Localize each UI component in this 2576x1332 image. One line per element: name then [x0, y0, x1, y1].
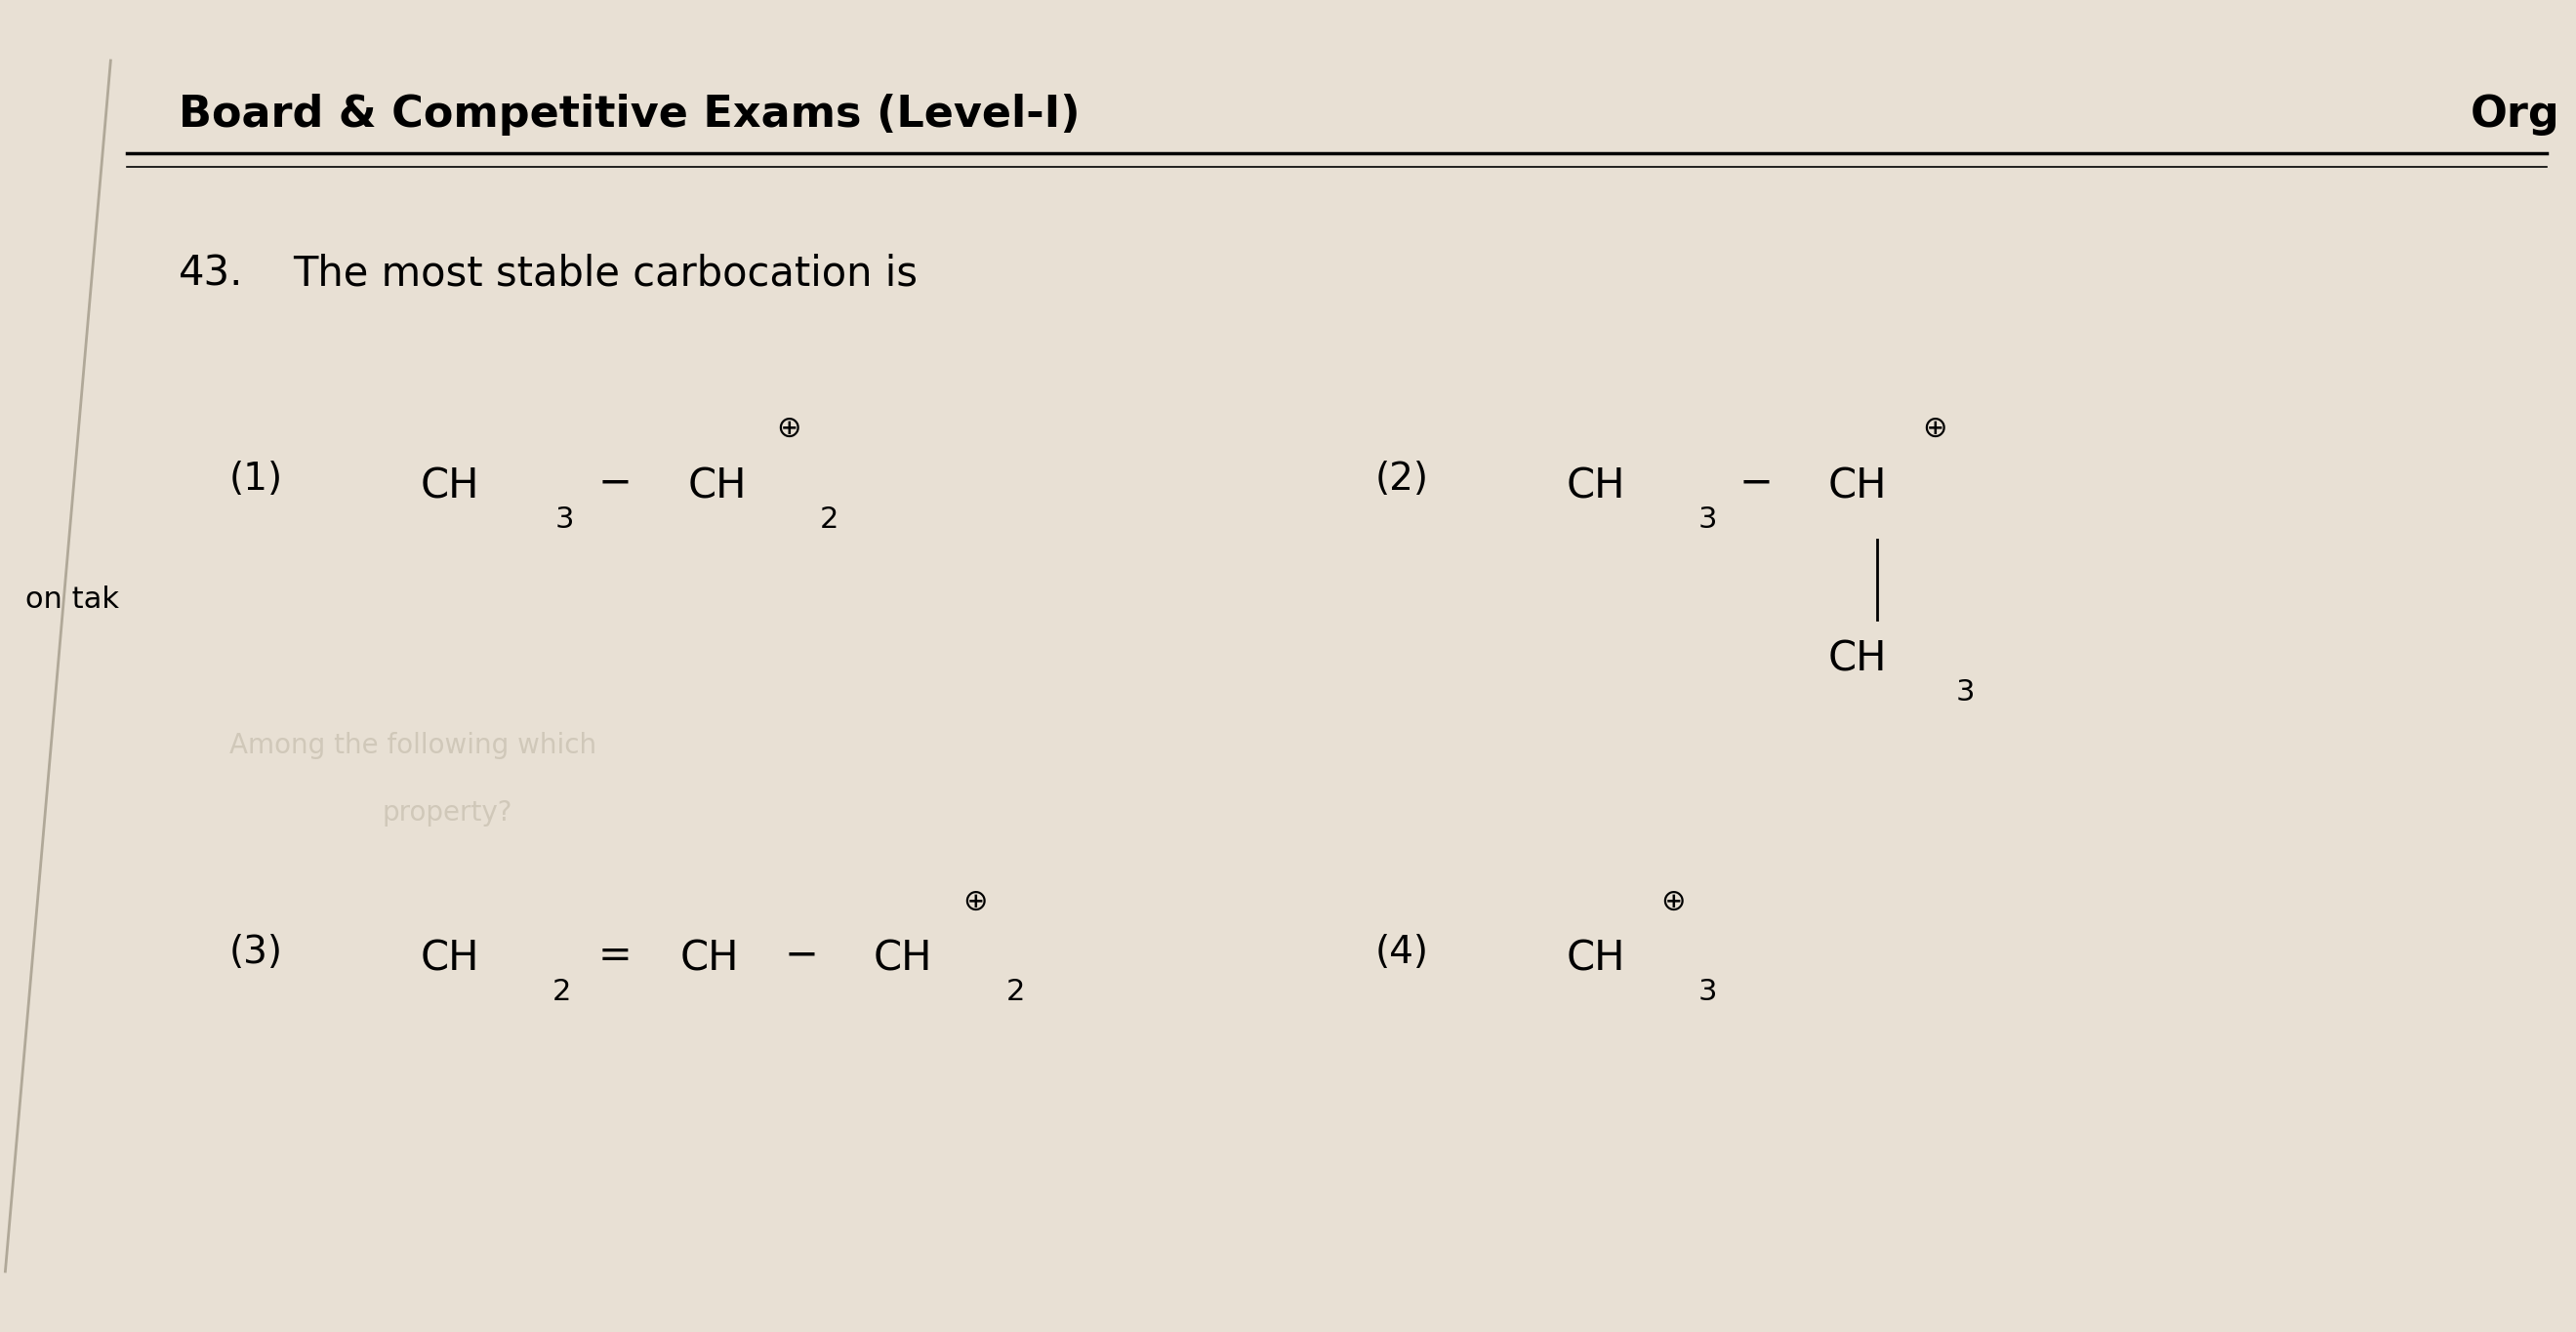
- Text: property?: property?: [381, 799, 513, 826]
- Text: ⊕: ⊕: [1659, 887, 1685, 916]
- Text: 3: 3: [554, 505, 574, 534]
- Text: −: −: [783, 935, 819, 975]
- Text: 3: 3: [1955, 678, 1976, 707]
- Text: CH: CH: [420, 939, 479, 979]
- Text: CH: CH: [1566, 939, 1625, 979]
- Text: (3): (3): [229, 934, 283, 971]
- Text: The most stable carbocation is: The most stable carbocation is: [294, 253, 917, 294]
- Text: −: −: [1739, 462, 1772, 502]
- Text: Board & Competitive Exams (Level-I): Board & Competitive Exams (Level-I): [178, 93, 1079, 136]
- Text: 2: 2: [819, 505, 840, 534]
- Text: (1): (1): [229, 461, 283, 498]
- Text: 2: 2: [1005, 978, 1025, 1007]
- Text: ⊕: ⊕: [775, 414, 801, 444]
- Text: CH: CH: [420, 466, 479, 506]
- Text: CH: CH: [1829, 466, 1888, 506]
- Text: CH: CH: [680, 939, 739, 979]
- Text: (4): (4): [1376, 934, 1430, 971]
- Text: on tak: on tak: [26, 585, 118, 614]
- Text: CH: CH: [1566, 466, 1625, 506]
- Text: 2: 2: [554, 978, 572, 1007]
- Text: 3: 3: [1698, 978, 1718, 1007]
- Text: =: =: [598, 935, 631, 975]
- Text: ⊕: ⊕: [1922, 414, 1947, 444]
- Text: 43.: 43.: [178, 253, 242, 294]
- Text: 3: 3: [1698, 505, 1718, 534]
- Text: CH: CH: [873, 939, 933, 979]
- Text: ⊕: ⊕: [963, 887, 987, 916]
- Text: (2): (2): [1376, 461, 1430, 498]
- Text: Org: Org: [2470, 93, 2561, 136]
- Text: CH: CH: [1829, 639, 1888, 679]
- Text: −: −: [598, 462, 634, 502]
- Text: CH: CH: [688, 466, 747, 506]
- Text: Among the following which: Among the following which: [229, 733, 595, 759]
